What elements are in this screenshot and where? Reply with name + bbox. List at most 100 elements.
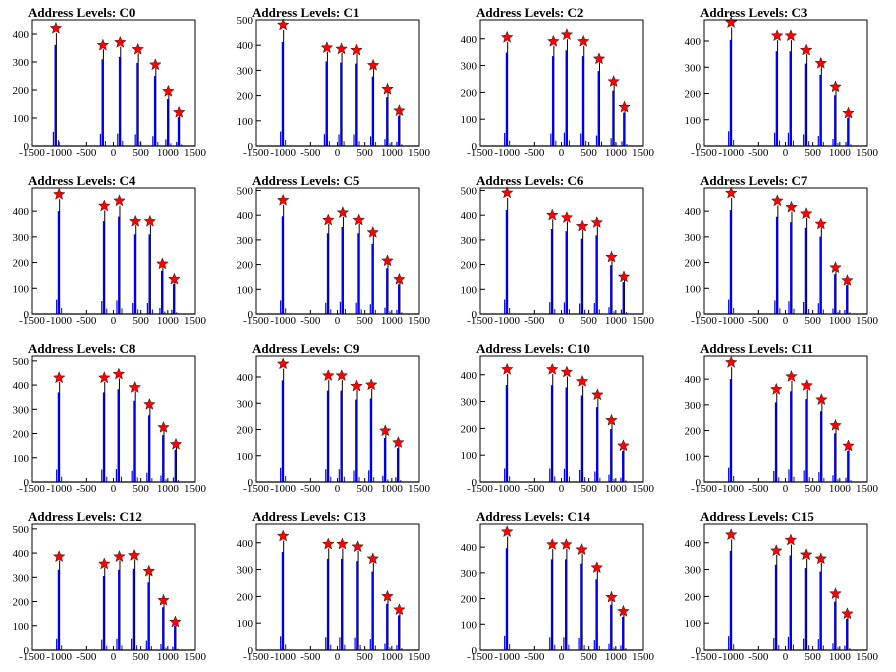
x-tick-label: 500 [580, 483, 597, 495]
x-tick-label: -1500 [19, 483, 45, 495]
chart-panel-6: Address Levels: C60100200300400500-1500-… [461, 173, 655, 327]
plot-frame [479, 187, 644, 315]
peak-marker [381, 254, 394, 267]
y-tick-label: 100 [685, 618, 702, 630]
x-tick-label: -1500 [691, 147, 717, 159]
plot-frame [703, 355, 868, 483]
x-tick-label: -1500 [19, 651, 45, 663]
peak-marker [799, 548, 813, 561]
x-tick-label: 500 [580, 651, 597, 663]
peak-marker [560, 365, 574, 378]
peak-marker [829, 418, 842, 431]
peak-marker [560, 211, 574, 223]
x-tick-label: -500 [748, 651, 769, 663]
x-tick-label: 1500 [408, 315, 431, 327]
chart-title: Address Levels: C5 [252, 173, 360, 188]
y-tick-label: 100 [13, 621, 30, 633]
peak-marker [605, 250, 618, 263]
peak-marker [500, 30, 514, 43]
x-tick-label: -500 [76, 315, 97, 327]
peak-marker [162, 84, 175, 97]
y-tick-label: 300 [461, 235, 478, 247]
peak-marker [575, 374, 589, 387]
x-tick-label: -500 [524, 147, 545, 159]
x-tick-label: 1000 [829, 483, 852, 495]
x-tick-label: 1500 [856, 651, 879, 663]
y-tick-label: 400 [461, 34, 478, 46]
peak-marker [393, 272, 406, 285]
x-tick-label: 500 [804, 315, 821, 327]
x-tick-label: 0 [783, 651, 789, 663]
peak-marker [617, 270, 631, 283]
peak-marker [784, 29, 798, 42]
y-tick-label: 300 [685, 62, 702, 74]
peak-marker [49, 21, 63, 34]
x-tick-label: 0 [335, 651, 341, 663]
peak-marker [52, 550, 66, 563]
chart-title: Address Levels: C13 [252, 509, 366, 524]
chart-panel-8: Address Levels: C80100200300400500-1500-… [13, 341, 207, 495]
y-tick-label: 400 [13, 206, 30, 218]
x-tick-label: 1500 [856, 315, 879, 327]
peak-marker [814, 56, 828, 69]
peak-marker [169, 437, 183, 450]
chart-panel-2: Address Levels: C2 0 100 200 300 400 -1500 -100… [461, 5, 655, 159]
y-tick-label: 200 [13, 429, 30, 441]
x-tick-label: -1500 [691, 315, 717, 327]
peak-marker [829, 261, 842, 274]
x-tick-label: 500 [804, 483, 821, 495]
chart-title: Address Levels: C15 [700, 509, 814, 524]
x-tick-label: 500 [356, 315, 373, 327]
y-tick-label: 0 [696, 477, 702, 489]
y-tick-label: 400 [461, 210, 478, 222]
x-tick-label: 1000 [605, 147, 628, 159]
x-tick-label: 500 [804, 147, 821, 159]
x-tick-label: 1500 [856, 483, 879, 495]
y-tick-label: 300 [461, 61, 478, 73]
peak-marker [114, 35, 127, 48]
x-tick-label: 1000 [381, 315, 404, 327]
x-tick-label: 1500 [408, 651, 431, 663]
y-tick-label: 100 [461, 284, 478, 296]
y-tick-label: 200 [13, 85, 30, 97]
peak-marker [617, 439, 630, 452]
x-tick-label: -1000 [718, 315, 744, 327]
x-tick-label: 1000 [829, 315, 852, 327]
x-tick-label: 1500 [632, 315, 655, 327]
plot-frame [31, 523, 196, 651]
y-tick-label: 400 [13, 29, 30, 41]
y-tick-label: 500 [237, 15, 254, 27]
x-tick-label: 0 [783, 147, 789, 159]
peak-marker [724, 355, 738, 368]
peak-marker [128, 380, 141, 393]
y-tick-label: 100 [237, 116, 254, 128]
chart-panel-3: Address Levels: C3 0 100 200 300 400 -1500 -100… [685, 5, 879, 159]
y-tick-label: 400 [13, 380, 30, 392]
peak-marker [276, 18, 290, 31]
peak-marker [546, 362, 559, 375]
x-tick-label: 1000 [605, 651, 628, 663]
y-tick-label: 0 [24, 645, 30, 657]
x-tick-label: 0 [335, 483, 341, 495]
chart-panel-11: Address Levels: C11 0 100 200 300 400 -1500 -10… [685, 341, 879, 495]
peak-marker [618, 100, 631, 113]
peak-marker [841, 274, 854, 286]
y-tick-label: 400 [685, 538, 702, 550]
peak-marker [392, 436, 405, 448]
x-tick-label: 500 [580, 147, 597, 159]
x-tick-label: -500 [748, 483, 769, 495]
peak-marker [112, 367, 126, 380]
x-tick-label: 1500 [184, 147, 207, 159]
peak-marker [560, 28, 574, 41]
y-tick-label: 0 [696, 645, 702, 657]
peak-marker [143, 214, 157, 227]
y-tick-label: 0 [472, 141, 478, 153]
x-tick-label: 0 [783, 315, 789, 327]
x-tick-label: 1500 [408, 483, 431, 495]
x-tick-label: -1000 [46, 483, 72, 495]
peak-marker [113, 194, 126, 207]
x-tick-label: 1000 [381, 147, 404, 159]
y-tick-label: 300 [685, 400, 702, 412]
peak-marker [352, 213, 365, 226]
x-tick-label: 0 [335, 147, 341, 159]
